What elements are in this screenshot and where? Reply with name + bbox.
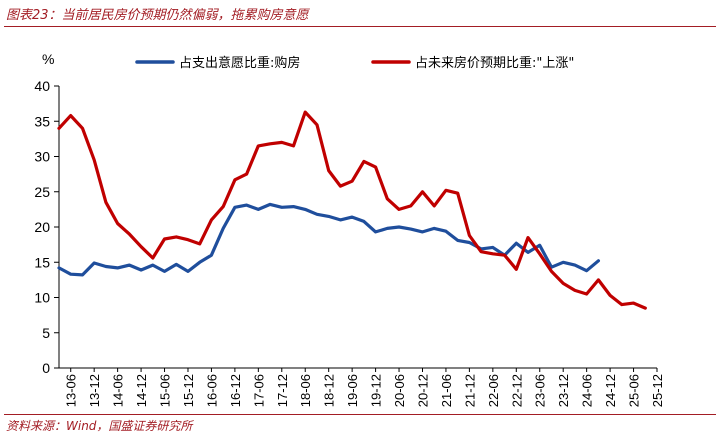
x-tick-label: 17-06 <box>251 374 266 407</box>
x-tick-label: 17-12 <box>275 374 290 407</box>
x-tick-label: 14-12 <box>134 374 149 407</box>
x-tick-label: 16-06 <box>204 374 219 407</box>
series-line-1 <box>57 202 600 277</box>
y-tick-label: 20 <box>34 219 50 235</box>
x-tick-label: 13-06 <box>64 374 79 407</box>
x-tick-label: 15-12 <box>181 374 196 407</box>
x-tick-label: 21-06 <box>439 374 454 407</box>
x-tick-label: 19-12 <box>369 374 384 407</box>
y-tick-label: 5 <box>42 325 50 341</box>
x-tick-label: 15-06 <box>158 374 173 407</box>
x-tick-label: 23-12 <box>556 374 571 407</box>
y-tick-label: 30 <box>34 149 50 165</box>
title-divider <box>4 26 716 27</box>
x-tick-label: 14-06 <box>111 374 126 407</box>
x-tick-label: 22-06 <box>486 374 501 407</box>
x-tick-label: 25-12 <box>650 374 665 407</box>
y-tick-label: 35 <box>34 113 50 129</box>
y-axis-label: % <box>42 51 54 67</box>
plot-area: 0 5 10 15 20 25 30 35 40 13-06 13-12 14-06 14-12 15-0… <box>34 78 665 407</box>
x-tick-label: 21-12 <box>462 374 477 407</box>
x-tick-label: 24-12 <box>603 374 618 407</box>
x-tick-label: 20-12 <box>415 374 430 407</box>
x-tick-label: 24-06 <box>580 374 595 407</box>
x-tick-label: 18-06 <box>298 374 313 407</box>
y-tick-label: 15 <box>34 254 50 270</box>
legend: 占支出意愿比重:购房 占未来房价预期比重:"上涨" <box>135 55 574 71</box>
x-tick-label: 20-06 <box>392 374 407 407</box>
x-tick-label: 16-12 <box>228 374 243 407</box>
y-tick-label: 40 <box>34 78 50 94</box>
figure-title: 图表23：当前居民房价预期仍然偏弱，拖累购房意愿 <box>6 8 309 23</box>
y-tick-label: 10 <box>34 290 50 306</box>
source-divider <box>4 414 716 415</box>
x-tick-label: 19-06 <box>345 374 360 407</box>
x-tick-label: 23-06 <box>533 374 548 407</box>
x-tick-label: 22-12 <box>509 374 524 407</box>
y-tick-label: 0 <box>42 360 50 376</box>
x-tick-label: 13-12 <box>87 374 102 407</box>
y-tick-label: 25 <box>34 184 50 200</box>
x-tick-label: 25-06 <box>627 374 642 407</box>
legend-label-2: 占未来房价预期比重:"上涨" <box>415 55 574 71</box>
x-tick-label: 18-12 <box>322 374 337 407</box>
series-line-2 <box>57 110 647 310</box>
source-note: 资料来源：Wind，国盛证券研究所 <box>6 419 193 433</box>
legend-label-1: 占支出意愿比重:购房 <box>179 55 300 71</box>
